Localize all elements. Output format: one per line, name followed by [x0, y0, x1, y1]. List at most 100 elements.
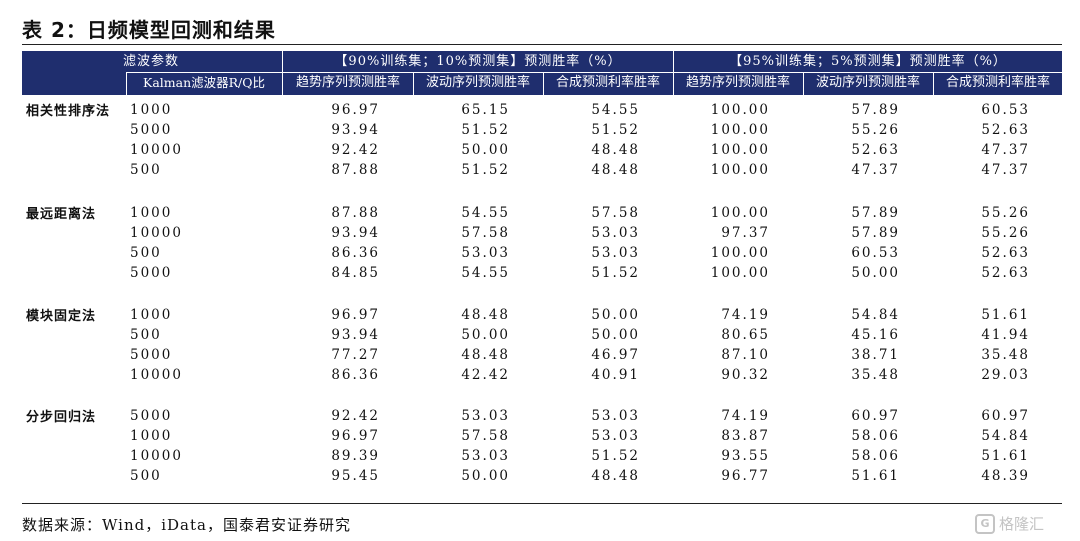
table-cell: 96.97	[331, 307, 380, 323]
table-cell: 60.97	[851, 408, 900, 424]
table-cell: 52.63	[981, 122, 1030, 138]
table-cell: 83.87	[721, 428, 770, 444]
table-cell: 100.00	[710, 162, 770, 178]
table-cell: 96.97	[331, 102, 380, 118]
table-cell: 42.42	[461, 367, 510, 383]
table-cell: 54.84	[851, 307, 900, 323]
table-cell: 51.61	[981, 448, 1030, 464]
table-cell: 100.00	[710, 142, 770, 158]
table-cell: 47.37	[851, 162, 900, 178]
table-cell: 53.03	[591, 428, 640, 444]
table-cell: 35.48	[981, 347, 1030, 363]
row-param: 5000	[130, 122, 173, 138]
row-param: 1000	[130, 307, 173, 323]
table-cell: 53.03	[591, 245, 640, 261]
header-filter-sub: Kalman滤波器R/Q比	[142, 75, 265, 90]
table-cell: 50.00	[461, 327, 510, 343]
table-row: 5000 77.27 48.48 46.97 87.10 38.71 35.48	[0, 345, 1080, 365]
header-group-95: 【95%训练集；5%预测集】预测胜率（%）	[729, 54, 1007, 69]
table-row: 1000 96.97 65.15 54.55 100.00 57.89 60.53	[0, 100, 1080, 120]
table-cell: 51.52	[591, 265, 640, 281]
table-cell: 55.26	[981, 205, 1030, 221]
table-row: 10000 89.39 53.03 51.52 93.55 58.06 51.61	[0, 446, 1080, 466]
table-cell: 57.58	[461, 428, 510, 444]
header-col: 波动序列预测胜率	[425, 75, 530, 90]
watermark-logo: G 格隆汇	[975, 513, 1044, 535]
table-cell: 100.00	[710, 265, 770, 281]
table-row: 500 93.94 50.00 50.00 80.65 45.16 41.94	[0, 325, 1080, 345]
table-cell: 58.06	[851, 448, 900, 464]
table-cell: 87.88	[331, 205, 380, 221]
table-cell: 53.03	[591, 225, 640, 241]
table-cell: 53.03	[591, 408, 640, 424]
table-cell: 100.00	[710, 122, 770, 138]
table-cell: 95.45	[331, 468, 380, 484]
table-cell: 52.63	[981, 265, 1030, 281]
table-title: 表 2：日频模型回测和结果	[22, 18, 276, 42]
row-param: 500	[130, 468, 162, 484]
table-cell: 35.48	[851, 367, 900, 383]
logo-text: 格隆汇	[999, 515, 1045, 533]
table-cell: 58.06	[851, 428, 900, 444]
table-cell: 40.91	[591, 367, 640, 383]
row-param: 1000	[130, 428, 173, 444]
title-divider	[22, 44, 1062, 45]
table-cell: 84.85	[331, 265, 380, 281]
table-cell: 65.15	[461, 102, 510, 118]
table-cell: 89.39	[331, 448, 380, 464]
table-cell: 92.42	[331, 142, 380, 158]
table-cell: 93.94	[331, 327, 380, 343]
table-row: 10000 92.42 50.00 48.48 100.00 52.63 47.37	[0, 140, 1080, 160]
row-param: 10000	[130, 225, 183, 241]
table-row: 500 95.45 50.00 48.48 96.77 51.61 48.39	[0, 466, 1080, 486]
header-filter-param: 滤波参数	[122, 54, 179, 69]
table-cell: 93.94	[331, 225, 380, 241]
table-cell: 51.52	[461, 162, 510, 178]
table-cell: 53.03	[461, 448, 510, 464]
table-cell: 54.55	[461, 265, 510, 281]
table-cell: 74.19	[721, 307, 770, 323]
group-label: 最远距离法	[26, 207, 97, 222]
table-cell: 74.19	[721, 408, 770, 424]
row-param: 1000	[130, 205, 173, 221]
table-row: 500 87.88 51.52 48.48 100.00 47.37 47.37	[0, 160, 1080, 180]
row-param: 10000	[130, 448, 183, 464]
table-cell: 54.55	[461, 205, 510, 221]
table-cell: 86.36	[331, 245, 380, 261]
table-cell: 90.32	[721, 367, 770, 383]
table-cell: 93.55	[721, 448, 770, 464]
table-cell: 38.71	[851, 347, 900, 363]
row-param: 10000	[130, 367, 183, 383]
row-param: 5000	[130, 265, 173, 281]
table-cell: 57.89	[851, 225, 900, 241]
table-cell: 100.00	[710, 205, 770, 221]
table-cell: 55.26	[981, 225, 1030, 241]
table-cell: 57.89	[851, 102, 900, 118]
table-cell: 96.97	[331, 428, 380, 444]
group-label: 模块固定法	[26, 309, 97, 324]
table-cell: 53.03	[461, 245, 510, 261]
table-cell: 53.03	[461, 408, 510, 424]
table-cell: 87.88	[331, 162, 380, 178]
header-col: 合成预测利率胜率	[945, 75, 1050, 90]
row-param: 10000	[130, 142, 183, 158]
row-param: 500	[130, 162, 162, 178]
table-cell: 60.53	[981, 102, 1030, 118]
table-cell: 57.58	[591, 205, 640, 221]
table-cell: 51.52	[461, 122, 510, 138]
table-cell: 47.37	[981, 142, 1030, 158]
table-cell: 87.10	[721, 347, 770, 363]
header-col: 波动序列预测胜率	[815, 75, 920, 90]
table-cell: 51.52	[591, 448, 640, 464]
table-cell: 92.42	[331, 408, 380, 424]
row-param: 1000	[130, 102, 173, 118]
table-cell: 48.48	[591, 162, 640, 178]
table-row: 5000 84.85 54.55 51.52 100.00 50.00 52.63	[0, 263, 1080, 283]
table-cell: 86.36	[331, 367, 380, 383]
header-divider	[543, 72, 544, 95]
table-cell: 52.63	[851, 142, 900, 158]
table-cell: 48.48	[461, 307, 510, 323]
table-cell: 46.97	[591, 347, 640, 363]
table-cell: 55.26	[851, 122, 900, 138]
header-col: 趋势序列预测胜率	[685, 75, 790, 90]
